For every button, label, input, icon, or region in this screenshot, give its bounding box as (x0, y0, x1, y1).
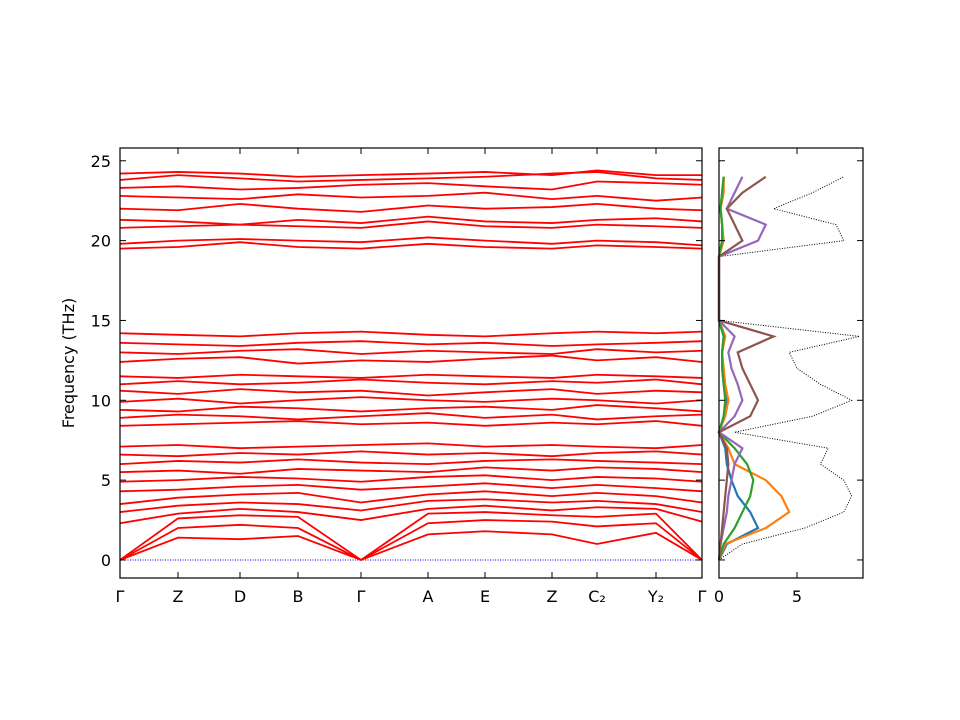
band-line (119, 215, 703, 226)
y-tick-label: 5 (101, 471, 111, 490)
band-line (119, 458, 703, 466)
x-tick-label: Z (547, 587, 558, 606)
band-line (119, 348, 703, 355)
band-line (119, 220, 703, 229)
y-tick-label: 10 (91, 391, 111, 410)
band-line (119, 412, 703, 421)
band-line (119, 474, 703, 483)
dos-line (717, 176, 768, 561)
x-tick-label: A (423, 587, 434, 606)
x-tick-label: Y₂ (647, 587, 664, 606)
band-line (119, 466, 703, 475)
band-line (119, 482, 703, 493)
band-line (119, 340, 703, 347)
band-line (119, 396, 703, 405)
x-tick-label: E (480, 587, 490, 606)
x-tick-label: C₂ (588, 587, 606, 606)
dos-line (717, 176, 791, 561)
x-tick-label: Z (173, 587, 184, 606)
band-line (119, 450, 703, 458)
x-tick-label: 5 (792, 587, 802, 606)
y-tick-label: 0 (101, 551, 111, 570)
plot-frame (119, 147, 703, 579)
band-line (119, 519, 703, 561)
band-line (119, 171, 703, 183)
band-line (119, 354, 703, 365)
y-axis-label: Frequency (THz) (59, 298, 78, 428)
y-tick-label: 20 (91, 232, 111, 251)
dos-line (717, 175, 777, 561)
band-line (119, 378, 703, 386)
band-line (119, 388, 703, 397)
band-line (119, 373, 703, 379)
y-tick-label: 25 (91, 152, 111, 171)
dos-line (718, 176, 860, 561)
band-line (119, 490, 703, 505)
x-tick-label: Γ (357, 587, 366, 606)
band-line (119, 530, 703, 561)
x-tick-label: B (293, 587, 304, 606)
band-line (119, 420, 703, 427)
band-line (119, 330, 703, 338)
band-line (119, 202, 703, 213)
band-line (119, 180, 703, 191)
band-line (119, 498, 703, 513)
band-line (119, 404, 703, 413)
x-tick-label: Γ (116, 587, 125, 606)
y-tick-label: 15 (91, 311, 111, 330)
band-line (119, 236, 703, 247)
band-line (119, 191, 703, 202)
band-line (119, 169, 702, 178)
band-line (119, 442, 703, 450)
x-tick-label: 0 (714, 587, 724, 606)
band-line (119, 504, 703, 525)
band-line (119, 241, 703, 250)
x-tick-label: Γ (698, 587, 707, 606)
x-tick-label: D (234, 587, 246, 606)
plot-frame (718, 147, 864, 579)
band-line (119, 511, 703, 562)
